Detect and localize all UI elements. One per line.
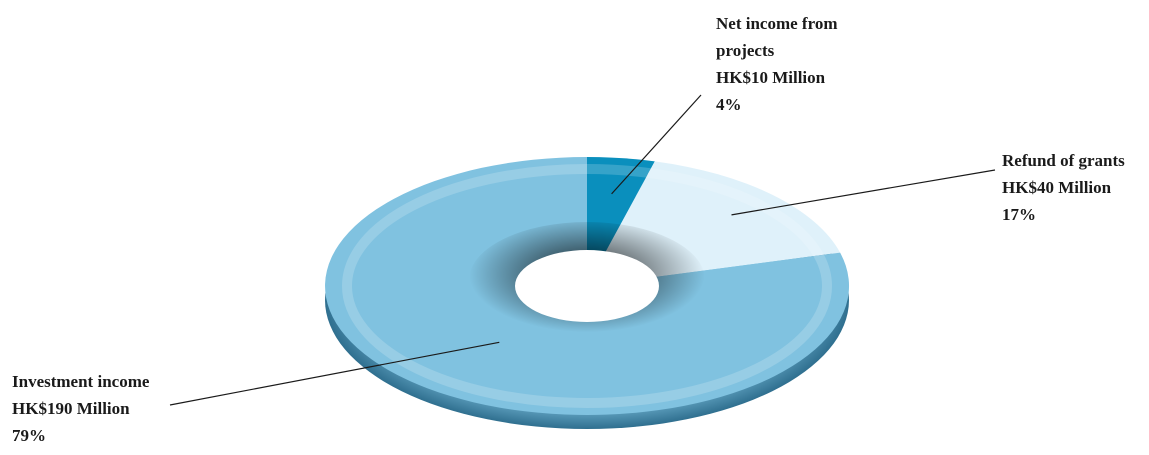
- donut-hole: [515, 250, 659, 322]
- donut-highlight-ring: [342, 164, 832, 408]
- leader-line-investment-income: [169, 341, 500, 406]
- slice-value-label: HK$190 Million: [12, 399, 130, 418]
- slice-percent-label: 17%: [1002, 205, 1036, 224]
- slice-percent-label: 79%: [12, 426, 46, 445]
- slice-name: Investment income: [12, 372, 150, 391]
- label-net-income-from-projects: Net income from projects HK$10 Million 4…: [716, 10, 866, 118]
- slice-name: Net income from projects: [716, 14, 838, 60]
- leader-line-refund-of-grants: [731, 169, 996, 216]
- slice-value-label: HK$10 Million: [716, 68, 826, 87]
- label-investment-income: Investment income HK$190 Million 79%: [12, 368, 149, 449]
- leader-line-net-income-from-projects: [611, 94, 702, 195]
- slice-value-label: HK$40 Million: [1002, 178, 1112, 197]
- slice-percent-label: 4%: [716, 95, 742, 114]
- label-refund-of-grants: Refund of grants HK$40 Million 17%: [1002, 147, 1125, 228]
- slice-name: Refund of grants: [1002, 151, 1125, 170]
